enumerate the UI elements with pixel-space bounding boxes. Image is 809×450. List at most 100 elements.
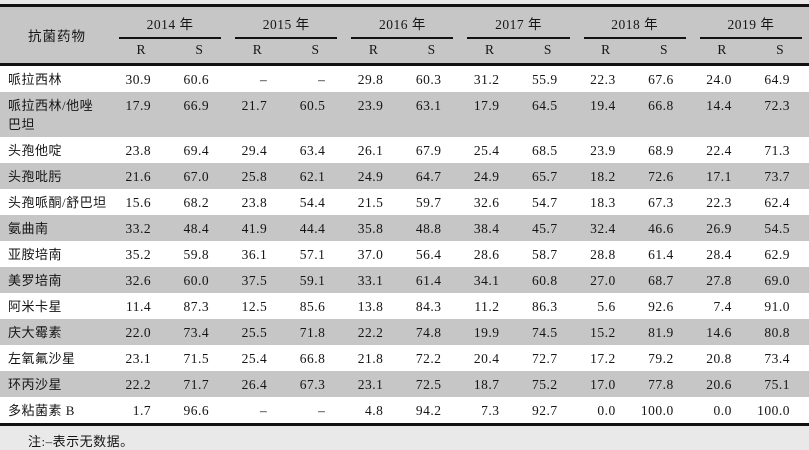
value-cell: 17.0 xyxy=(590,376,616,392)
value-cell: 66.9 xyxy=(183,97,210,113)
value-cell: 22.2 xyxy=(125,376,152,392)
subheader-r: R xyxy=(576,39,635,65)
value-cell: 92.6 xyxy=(648,298,674,314)
value-cell: 17.9 xyxy=(125,97,152,113)
document-page: 抗菌药物 2014 年 2015 年 2016 年 2017 年 2018 年 … xyxy=(0,4,809,449)
value-cell: 5.6 xyxy=(597,298,616,314)
value-cell: 68.7 xyxy=(648,272,674,288)
drug-name-cell: 环丙沙星 xyxy=(8,376,63,392)
value-cell: 18.7 xyxy=(473,376,500,392)
value-cell: 54.7 xyxy=(532,194,558,210)
value-cell: 37.5 xyxy=(241,272,268,288)
column-header-year-2015: 2015 年 xyxy=(228,5,345,39)
value-cell: 86.3 xyxy=(532,298,558,314)
value-cell: 21.6 xyxy=(125,168,152,184)
value-cell: 24.0 xyxy=(706,71,732,87)
value-cell: – xyxy=(318,402,326,418)
value-cell: 31.2 xyxy=(473,71,500,87)
subheader-s: S xyxy=(170,39,229,65)
value-cell: 75.1 xyxy=(764,376,790,392)
value-cell: 26.9 xyxy=(706,220,732,236)
value-cell: 71.7 xyxy=(183,376,210,392)
value-cell: 26.4 xyxy=(241,376,268,392)
value-cell: 68.2 xyxy=(183,194,210,210)
drug-name-cell: 头孢他啶 xyxy=(8,142,63,158)
value-cell: 17.2 xyxy=(590,350,616,366)
table-row: 左氧氟沙星 23.1 71.5 25.4 66.8 21.8 72.2 20.4 72.7 17.… xyxy=(0,345,809,371)
value-cell: 30.9 xyxy=(125,71,152,87)
value-cell: 73.4 xyxy=(764,350,790,366)
value-cell: 74.8 xyxy=(415,324,442,340)
table-row: 阿米卡星 11.4 87.3 12.5 85.6 13.8 84.3 11.2 86.3 5.6 9… xyxy=(0,293,809,319)
value-cell: 71.8 xyxy=(299,324,326,340)
value-cell: 14.4 xyxy=(706,97,732,113)
value-cell: 25.8 xyxy=(241,168,268,184)
subheader-r: R xyxy=(112,39,171,65)
value-cell: 21.5 xyxy=(357,194,384,210)
value-cell: 28.8 xyxy=(590,246,616,262)
year-label: 2019 年 xyxy=(699,12,802,39)
subheader-s: S xyxy=(286,39,345,65)
year-label: 2015 年 xyxy=(235,12,338,39)
value-cell: 44.4 xyxy=(299,220,326,236)
value-cell: 12.5 xyxy=(241,298,268,314)
value-cell: 60.8 xyxy=(532,272,558,288)
value-cell: 62.1 xyxy=(299,168,326,184)
value-cell: 57.1 xyxy=(299,246,326,262)
value-cell: 23.8 xyxy=(125,142,152,158)
table-footnote: 注:–表示无数据。 xyxy=(28,434,134,449)
value-cell: 17.1 xyxy=(706,168,732,184)
value-cell: 37.0 xyxy=(357,246,384,262)
value-cell: 23.9 xyxy=(357,97,384,113)
value-cell: 18.2 xyxy=(590,168,616,184)
value-cell: 34.1 xyxy=(473,272,500,288)
antibiotic-resistance-table: 抗菌药物 2014 年 2015 年 2016 年 2017 年 2018 年 … xyxy=(0,4,809,426)
value-cell: 35.8 xyxy=(357,220,384,236)
value-cell: 22.0 xyxy=(125,324,152,340)
drug-name-cell: 头孢哌酮/舒巴坦 xyxy=(8,194,107,210)
value-cell: – xyxy=(259,71,268,87)
subheader-s: S xyxy=(634,39,693,65)
value-cell: 28.6 xyxy=(473,246,500,262)
value-cell: 71.3 xyxy=(764,142,790,158)
value-cell: 35.2 xyxy=(125,246,152,262)
drug-name-cell: 多粘菌素 B xyxy=(8,402,75,418)
value-cell: 61.4 xyxy=(415,272,442,288)
value-cell: 75.2 xyxy=(532,376,558,392)
column-header-year-2014: 2014 年 xyxy=(112,5,229,39)
table-row: 环丙沙星 22.2 71.7 26.4 67.3 23.1 72.5 18.7 75.2 17.0… xyxy=(0,371,809,397)
column-header-drug: 抗菌药物 xyxy=(0,5,112,65)
value-cell: 73.4 xyxy=(183,324,210,340)
table-header: 抗菌药物 2014 年 2015 年 2016 年 2017 年 2018 年 … xyxy=(0,5,809,65)
year-label: 2018 年 xyxy=(583,12,686,39)
year-label: 2014 年 xyxy=(119,12,222,39)
subheader-r: R xyxy=(460,39,519,65)
value-cell: 28.4 xyxy=(706,246,732,262)
value-cell: 77.8 xyxy=(648,376,674,392)
value-cell: 54.4 xyxy=(299,194,326,210)
value-cell: – xyxy=(259,402,268,418)
value-cell: 26.1 xyxy=(357,142,384,158)
value-cell: 36.1 xyxy=(241,246,268,262)
value-cell: 20.4 xyxy=(473,350,500,366)
table-row: 头孢吡肟 21.6 67.0 25.8 62.1 24.9 64.7 24.9 65.7 18.2… xyxy=(0,163,809,189)
value-cell: 92.7 xyxy=(532,402,558,418)
value-cell: 84.3 xyxy=(415,298,442,314)
value-cell: 22.2 xyxy=(357,324,384,340)
value-cell: 24.9 xyxy=(473,168,500,184)
value-cell: 38.4 xyxy=(473,220,500,236)
value-cell: 25.5 xyxy=(241,324,268,340)
column-header-year-2018: 2018 年 xyxy=(576,5,693,39)
value-cell: 55.9 xyxy=(532,71,558,87)
year-label: 2017 年 xyxy=(467,12,570,39)
value-cell: 59.7 xyxy=(415,194,442,210)
value-cell: 64.9 xyxy=(764,71,790,87)
drug-name-cell: 哌拉西林/他唑 巴坦 xyxy=(8,97,94,132)
value-cell: 0.0 xyxy=(713,402,732,418)
value-cell: 60.0 xyxy=(183,272,210,288)
value-cell: 59.8 xyxy=(183,246,210,262)
value-cell: 80.8 xyxy=(764,324,790,340)
value-cell: 63.1 xyxy=(415,97,442,113)
value-cell: 20.6 xyxy=(706,376,732,392)
value-cell: 67.0 xyxy=(183,168,210,184)
